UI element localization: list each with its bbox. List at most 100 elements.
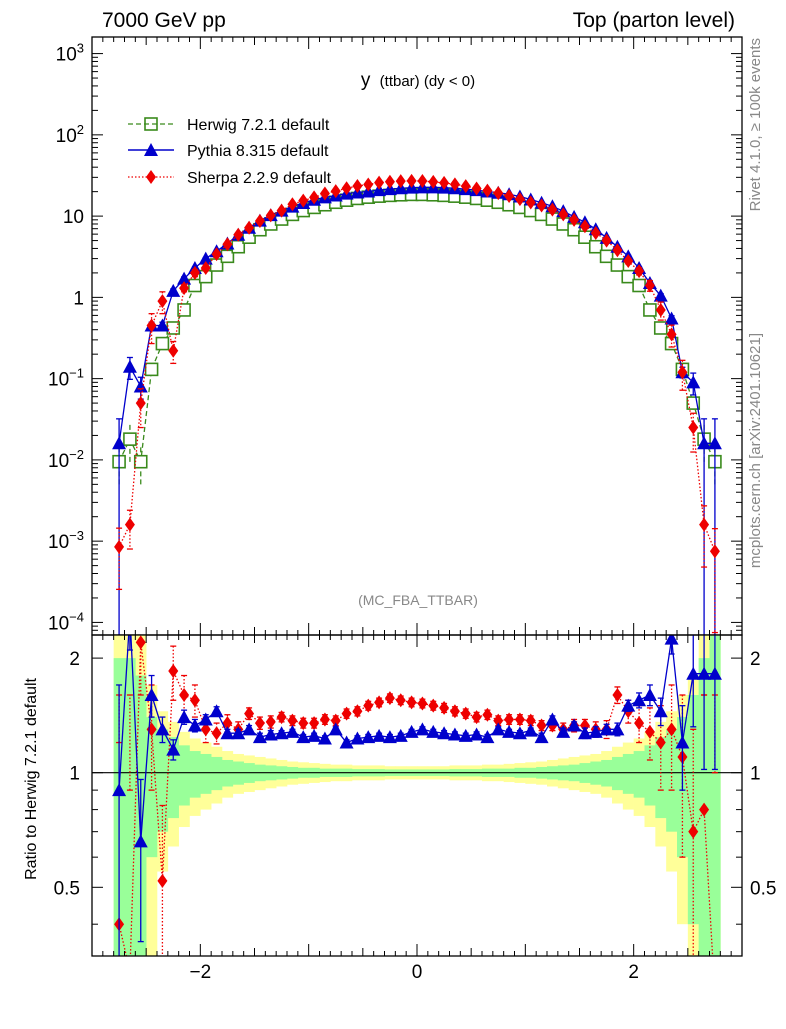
x-tick-label: −2 [189, 962, 211, 983]
ratio-sherpa-point [666, 722, 677, 737]
ratio-y-tick-label-right: 2 [750, 649, 761, 670]
ratio-pythia-point [252, 730, 267, 744]
tick-exponent: −1 [69, 366, 84, 381]
sherpa-point [569, 212, 580, 227]
ratio-plot-area [92, 635, 742, 956]
ratio-pythia-point [458, 728, 473, 742]
ratio-sherpa-point [298, 716, 309, 731]
ratio-pythia-point [393, 728, 408, 742]
pythia-point [697, 436, 712, 450]
watermark-label: (MC_FBA_TTBAR) [358, 592, 478, 608]
main-plot-area [112, 173, 722, 635]
ratio-sherpa-point [287, 713, 298, 728]
ratio-pythia-point [567, 718, 582, 732]
ratio-pythia-point [642, 687, 657, 701]
sherpa-point [579, 219, 590, 234]
ratio-sherpa-point [363, 698, 374, 713]
x-tick-label: 0 [412, 962, 423, 983]
band-inner-bin [124, 658, 136, 956]
ratio-pythia-point [556, 724, 571, 738]
ratio-sherpa-point [406, 695, 417, 710]
tick-base: 10 [56, 45, 77, 66]
sherpa-point [471, 181, 482, 196]
ratio-pythia-point [296, 730, 311, 744]
band-inner-bin [644, 745, 656, 806]
band-inner-bin [178, 745, 190, 806]
pythia-point [686, 375, 701, 389]
ratio-pythia-point [350, 731, 365, 745]
ratio-panel: 2 2 1 1 0.5 0.5 −2 0 2 [54, 634, 776, 983]
sherpa-point [352, 178, 363, 193]
sherpa-point [363, 177, 374, 192]
ratio-y-tick-label-left: 0.5 [54, 878, 80, 899]
plot-title-sub: (ttbar) (dy < 0) [380, 73, 475, 90]
ratio-pythia-point [697, 666, 712, 680]
sherpa-point [558, 207, 569, 222]
band-inner-bin [633, 751, 645, 798]
sherpa-point [135, 396, 146, 411]
legend-herwig-marker [144, 117, 158, 131]
ratio-sherpa-point [439, 700, 450, 715]
sherpa-point [428, 174, 439, 189]
band-inner-bin [200, 753, 212, 794]
sherpa-point [222, 237, 233, 252]
sherpa-point [449, 177, 460, 192]
ratio-pythia-point [632, 693, 647, 707]
ratio-sherpa-point [634, 716, 645, 731]
pythia-point [166, 283, 181, 297]
band-inner-bin [612, 756, 624, 791]
sherpa-point [298, 193, 309, 208]
legend: Herwig 7.2.1 default Pythia 8.315 defaul… [128, 117, 332, 187]
sherpa-point [124, 517, 135, 532]
ratio-pythia-point [480, 730, 495, 744]
pythia-point [177, 271, 192, 285]
band-inner-bin [157, 729, 169, 832]
plot-title: y (ttbar) (dy < 0) [361, 70, 475, 91]
legend-sherpa-marker [146, 170, 156, 184]
ratio-pythia-point [307, 728, 322, 742]
pythia-point [122, 359, 137, 373]
sherpa-point [547, 202, 558, 217]
herwig-point [588, 239, 603, 254]
tick-exponent: 2 [77, 122, 84, 137]
tick-exponent: 3 [77, 41, 84, 56]
herwig-point [643, 303, 657, 317]
sherpa-point [309, 190, 320, 205]
sherpa-point [406, 173, 417, 188]
sherpa-point [417, 174, 428, 189]
band-inner-bin [709, 635, 721, 956]
ratio-sherpa-point [471, 710, 482, 725]
tick-exponent: −3 [69, 528, 84, 543]
mcplots-label: mcplots.cern.ch [arXiv:2401.10621] [747, 333, 764, 568]
ratio-sherpa-point [699, 802, 710, 817]
ratio-pythia-point [220, 726, 235, 740]
ratio-sherpa-point [644, 724, 655, 739]
sherpa-point [341, 181, 352, 196]
ratio-pythia-point [491, 722, 506, 736]
ratio-sherpa-point [579, 718, 590, 733]
pythia-point [664, 311, 679, 325]
sherpa-point [168, 343, 179, 358]
band-inner-bin [167, 737, 179, 819]
ratio-pythia-point [599, 722, 614, 736]
ratio-sherpa-point [395, 693, 406, 708]
main-y-tick-label: 1 [73, 288, 84, 309]
ratio-sherpa-point [189, 693, 200, 708]
ratio-sherpa-point [417, 696, 428, 711]
ratio-sherpa-point [449, 704, 460, 719]
sherpa-point [612, 243, 623, 258]
sherpa-point [157, 294, 168, 309]
sherpa-point [666, 327, 677, 342]
herwig-point [155, 336, 170, 351]
ratio-pythia-point [155, 722, 170, 736]
ratio-sherpa-point [460, 706, 471, 721]
sherpa-point [276, 203, 287, 218]
herwig-point [123, 432, 137, 446]
herwig-point [632, 278, 646, 293]
pythia-point [653, 288, 668, 302]
sherpa-point [688, 420, 699, 435]
legend-pythia-marker [144, 143, 158, 156]
sherpa-point [482, 183, 493, 198]
ratio-sherpa-point [525, 713, 536, 728]
